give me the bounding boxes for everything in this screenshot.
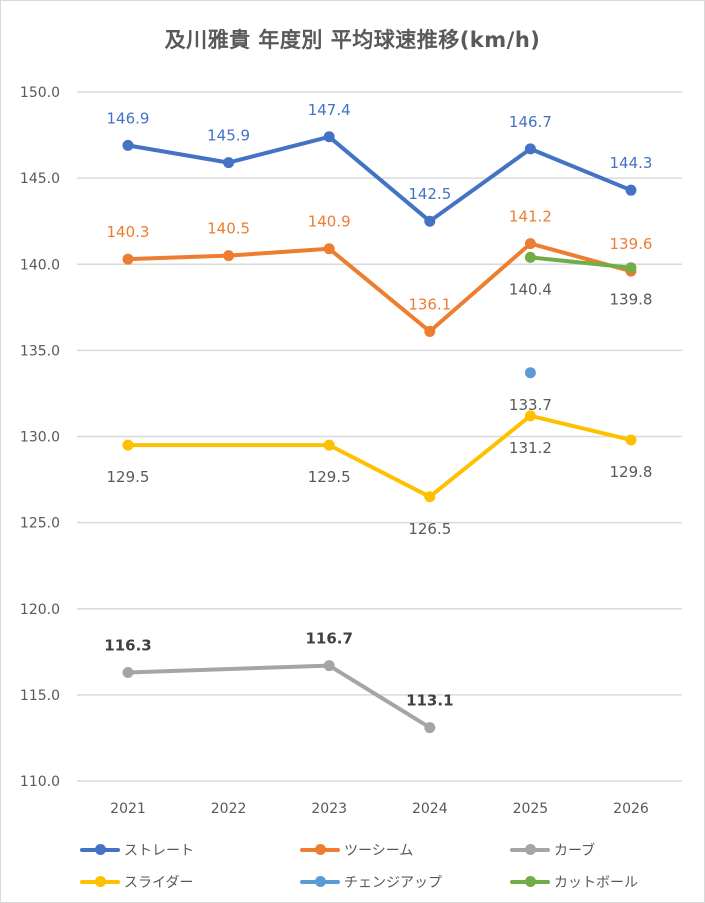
series-line xyxy=(126,241,633,334)
data-point-marker[interactable] xyxy=(223,250,235,262)
data-label: 136.1 xyxy=(408,295,451,313)
y-axis-ticks: 150.0 145.0 140.0 135.0 130.0 125.0 120.0 115.0… xyxy=(20,85,60,790)
legend-label: ツーシーム xyxy=(344,843,414,859)
y-tick-label: 135.0 xyxy=(20,343,60,359)
data-label: 139.8 xyxy=(610,291,653,309)
chart-title: 及川雅貴 年度別 平均球速推移(km/h) xyxy=(164,28,541,52)
data-point-marker[interactable] xyxy=(524,238,536,250)
data-point-marker[interactable] xyxy=(625,434,637,446)
data-label: 140.9 xyxy=(308,213,351,231)
series-line xyxy=(126,663,432,730)
data-point-marker[interactable] xyxy=(323,243,335,255)
data-label: 129.8 xyxy=(610,463,653,481)
data-label: 113.1 xyxy=(406,692,453,710)
x-tick-label: 2025 xyxy=(513,801,549,817)
data-point-marker[interactable] xyxy=(122,439,134,451)
x-axis-ticks: 2021 2022 2023 2024 2025 2026 xyxy=(110,801,649,817)
legend-marker-icon xyxy=(300,876,340,888)
data-label: 116.7 xyxy=(305,630,352,648)
legend-label: チェンジアップ xyxy=(344,875,442,891)
data-label: 129.5 xyxy=(308,468,351,486)
series-group xyxy=(122,131,637,734)
data-label: 139.6 xyxy=(610,235,653,253)
series-5 xyxy=(524,251,637,274)
legend-label: スライダー xyxy=(124,875,194,891)
data-point-marker[interactable] xyxy=(323,439,335,451)
data-point-marker[interactable] xyxy=(323,131,335,143)
data-label: 145.9 xyxy=(207,127,250,145)
data-point-marker[interactable] xyxy=(424,491,436,503)
series-1 xyxy=(122,238,637,337)
y-tick-label: 110.0 xyxy=(20,774,60,790)
series-3 xyxy=(122,410,637,503)
data-label: 140.5 xyxy=(207,220,250,238)
data-labels: 146.9 145.9 147.4 142.5 146.7 144.3 140.3 140.5… xyxy=(104,101,652,710)
legend-marker-icon xyxy=(510,844,550,856)
data-label: 141.2 xyxy=(509,208,552,226)
legend-label: カットボール xyxy=(554,875,638,891)
data-label: 129.5 xyxy=(107,468,150,486)
series-line xyxy=(126,413,633,499)
data-point-marker[interactable] xyxy=(223,157,235,169)
data-label: 146.7 xyxy=(509,113,552,131)
series-line xyxy=(126,134,633,224)
legend-item-changeup[interactable]: チェンジアップ xyxy=(300,870,442,894)
data-point-marker[interactable] xyxy=(524,143,536,155)
legend-marker-icon xyxy=(510,876,550,888)
data-label: 147.4 xyxy=(308,101,351,119)
x-tick-label: 2026 xyxy=(613,801,649,817)
data-label: 140.4 xyxy=(509,280,552,298)
x-tick-label: 2021 xyxy=(110,801,146,817)
data-label: 146.9 xyxy=(107,109,150,127)
y-tick-label: 140.0 xyxy=(20,257,60,273)
data-label: 126.5 xyxy=(408,520,451,538)
data-label: 144.3 xyxy=(610,154,653,172)
gridlines xyxy=(77,91,682,782)
data-point-marker[interactable] xyxy=(122,253,134,265)
legend-item-cutter[interactable]: カットボール xyxy=(510,870,638,894)
x-tick-label: 2022 xyxy=(211,801,247,817)
y-tick-label: 115.0 xyxy=(20,688,60,704)
series-line xyxy=(528,255,633,270)
series-2 xyxy=(122,660,436,734)
y-tick-label: 120.0 xyxy=(20,602,60,618)
data-label: 140.3 xyxy=(107,223,150,241)
legend-item-slider[interactable]: スライダー xyxy=(80,870,193,894)
data-label: 142.5 xyxy=(408,185,451,203)
data-point-marker[interactable] xyxy=(323,660,335,672)
legend-marker-icon xyxy=(80,844,120,856)
data-point-marker[interactable] xyxy=(424,215,436,227)
data-point-marker[interactable] xyxy=(424,325,436,337)
data-point-marker[interactable] xyxy=(625,262,637,274)
data-point-marker[interactable] xyxy=(524,251,536,263)
x-tick-label: 2024 xyxy=(412,801,448,817)
x-tick-label: 2023 xyxy=(311,801,347,817)
legend-item-curve[interactable]: カーブ xyxy=(510,838,595,862)
y-tick-label: 150.0 xyxy=(20,85,60,101)
y-tick-label: 145.0 xyxy=(20,171,60,187)
data-point-marker[interactable] xyxy=(524,410,536,422)
data-point-marker[interactable] xyxy=(424,722,436,734)
data-label: 131.2 xyxy=(509,439,552,457)
legend-label: カーブ xyxy=(554,843,596,859)
legend-marker-icon xyxy=(80,876,120,888)
legend-item-straight[interactable]: ストレート xyxy=(80,838,194,862)
y-tick-label: 125.0 xyxy=(20,516,60,532)
data-point-marker[interactable] xyxy=(625,184,637,196)
data-label: 133.7 xyxy=(509,396,552,414)
data-point-marker[interactable] xyxy=(122,666,134,678)
series-0 xyxy=(122,131,637,227)
legend-label: ストレート xyxy=(124,843,194,859)
y-tick-label: 130.0 xyxy=(20,430,60,446)
data-point-marker[interactable] xyxy=(524,367,536,379)
legend-item-two-seam[interactable]: ツーシーム xyxy=(300,838,413,862)
legend-marker-icon xyxy=(300,844,340,856)
series-4 xyxy=(524,367,536,379)
data-point-marker[interactable] xyxy=(122,139,134,151)
data-label: 116.3 xyxy=(104,636,151,654)
